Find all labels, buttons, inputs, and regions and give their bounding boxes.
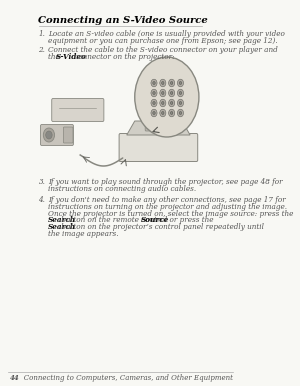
Text: button on the projector’s control panel repeatedly until: button on the projector’s control panel … bbox=[59, 223, 264, 231]
Text: equipment or you can purchase one from Epson; see page 12).: equipment or you can purchase one from E… bbox=[48, 37, 278, 45]
Text: 3.: 3. bbox=[38, 178, 45, 186]
Text: 2.: 2. bbox=[38, 46, 45, 54]
Circle shape bbox=[162, 81, 164, 85]
Polygon shape bbox=[127, 121, 190, 135]
Text: Connect the cable to the S-video connector on your player and: Connect the cable to the S-video connect… bbox=[48, 46, 278, 54]
Circle shape bbox=[177, 89, 184, 97]
Text: If you don't need to make any other connections, see page 17 for: If you don't need to make any other conn… bbox=[48, 196, 286, 204]
Circle shape bbox=[169, 89, 175, 97]
Text: Connecting to Computers, Cameras, and Other Equipment: Connecting to Computers, Cameras, and Ot… bbox=[17, 374, 233, 382]
Circle shape bbox=[169, 79, 175, 87]
Circle shape bbox=[179, 81, 182, 85]
FancyBboxPatch shape bbox=[40, 125, 74, 146]
Circle shape bbox=[170, 91, 173, 95]
Circle shape bbox=[151, 109, 157, 117]
Circle shape bbox=[46, 131, 52, 139]
Text: button on the remote control or press the: button on the remote control or press th… bbox=[59, 217, 216, 224]
Text: Source: Source bbox=[141, 217, 169, 224]
Circle shape bbox=[179, 91, 182, 95]
Circle shape bbox=[151, 89, 157, 97]
Text: If you want to play sound through the projector, see page 48 for: If you want to play sound through the pr… bbox=[48, 178, 283, 186]
Circle shape bbox=[170, 112, 173, 115]
Circle shape bbox=[160, 109, 166, 117]
Text: 4.: 4. bbox=[38, 196, 45, 204]
Circle shape bbox=[162, 91, 164, 95]
Circle shape bbox=[43, 128, 55, 142]
Circle shape bbox=[160, 99, 166, 107]
Text: Locate an S-video cable (one is usually provided with your video: Locate an S-video cable (one is usually … bbox=[48, 30, 285, 38]
Circle shape bbox=[153, 91, 155, 95]
Text: Connecting an S-Video Source: Connecting an S-Video Source bbox=[38, 16, 208, 25]
Text: Once the projector is turned on, select the image source: press the: Once the projector is turned on, select … bbox=[48, 210, 293, 218]
Circle shape bbox=[160, 89, 166, 97]
Text: S-Video: S-Video bbox=[56, 53, 87, 61]
Circle shape bbox=[162, 112, 164, 115]
Circle shape bbox=[179, 112, 182, 115]
Text: connector on the projector:: connector on the projector: bbox=[72, 53, 174, 61]
Circle shape bbox=[169, 109, 175, 117]
Circle shape bbox=[170, 102, 173, 105]
FancyBboxPatch shape bbox=[145, 121, 161, 131]
Text: instructions on turning on the projector and adjusting the image.: instructions on turning on the projector… bbox=[48, 203, 287, 211]
Text: the image appears.: the image appears. bbox=[48, 230, 118, 238]
Circle shape bbox=[177, 99, 184, 107]
Circle shape bbox=[170, 81, 173, 85]
Circle shape bbox=[151, 99, 157, 107]
Circle shape bbox=[160, 79, 166, 87]
FancyBboxPatch shape bbox=[52, 98, 104, 122]
Text: instructions on connecting audio cables.: instructions on connecting audio cables. bbox=[48, 185, 196, 193]
Circle shape bbox=[169, 99, 175, 107]
FancyBboxPatch shape bbox=[63, 127, 73, 143]
Text: the: the bbox=[48, 53, 62, 61]
Circle shape bbox=[153, 102, 155, 105]
Text: Search: Search bbox=[48, 223, 76, 231]
Circle shape bbox=[177, 79, 184, 87]
Circle shape bbox=[179, 102, 182, 105]
Circle shape bbox=[153, 81, 155, 85]
Text: 1.: 1. bbox=[38, 30, 45, 38]
Circle shape bbox=[151, 79, 157, 87]
FancyBboxPatch shape bbox=[119, 134, 198, 161]
Circle shape bbox=[162, 102, 164, 105]
Circle shape bbox=[177, 109, 184, 117]
Text: 44: 44 bbox=[10, 374, 20, 382]
Circle shape bbox=[153, 112, 155, 115]
Text: Search: Search bbox=[48, 217, 76, 224]
Circle shape bbox=[135, 57, 199, 137]
